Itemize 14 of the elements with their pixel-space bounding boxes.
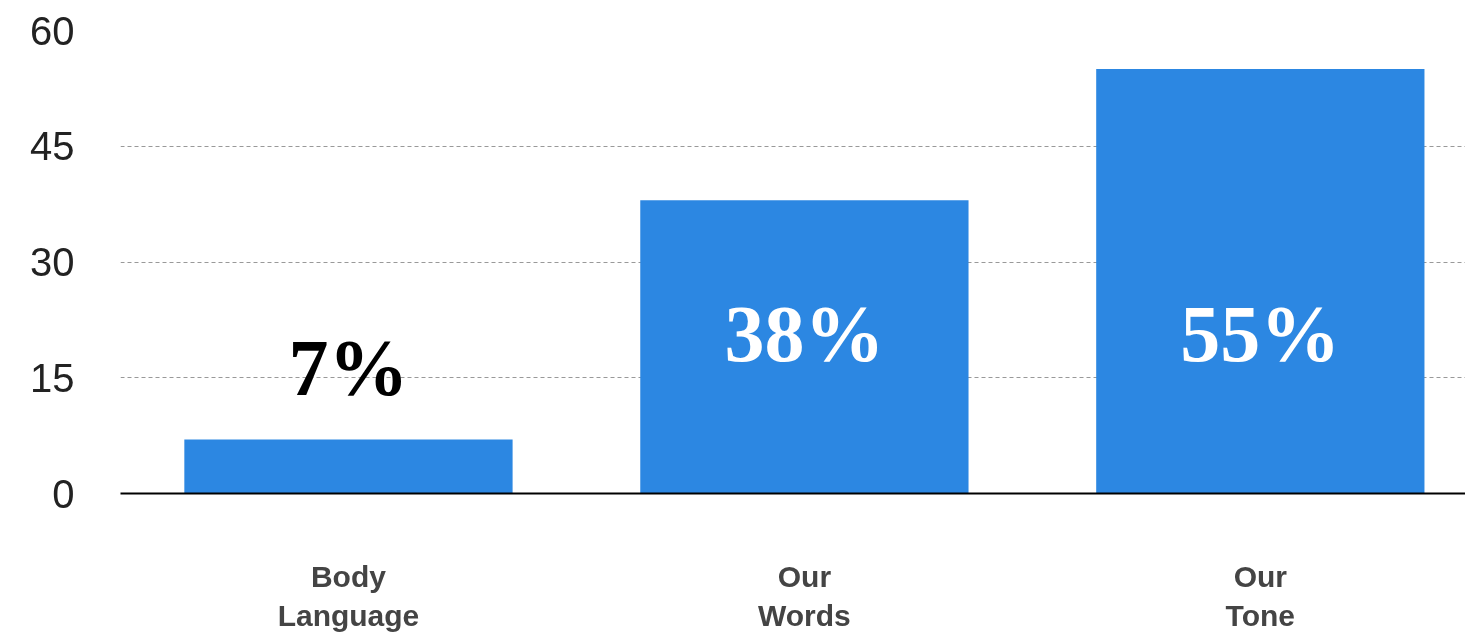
- y-tick-label: 30: [30, 240, 75, 284]
- y-tick-label: 45: [30, 124, 75, 169]
- x-tick-label: Our Tone: [1225, 559, 1296, 633]
- y-tick-label: 60: [30, 8, 75, 53]
- y-tick-label: 0: [52, 471, 75, 516]
- bar: [1096, 69, 1425, 494]
- x-tick-label: Our Words: [758, 559, 851, 633]
- data-label: 55%: [1180, 289, 1341, 378]
- data-label: 38%: [724, 289, 885, 378]
- x-tick-label: Body Language: [277, 559, 420, 633]
- data-label: 7%: [288, 323, 409, 412]
- bar: [640, 200, 969, 494]
- bar: [184, 439, 513, 494]
- y-tick-label: 15: [30, 355, 75, 400]
